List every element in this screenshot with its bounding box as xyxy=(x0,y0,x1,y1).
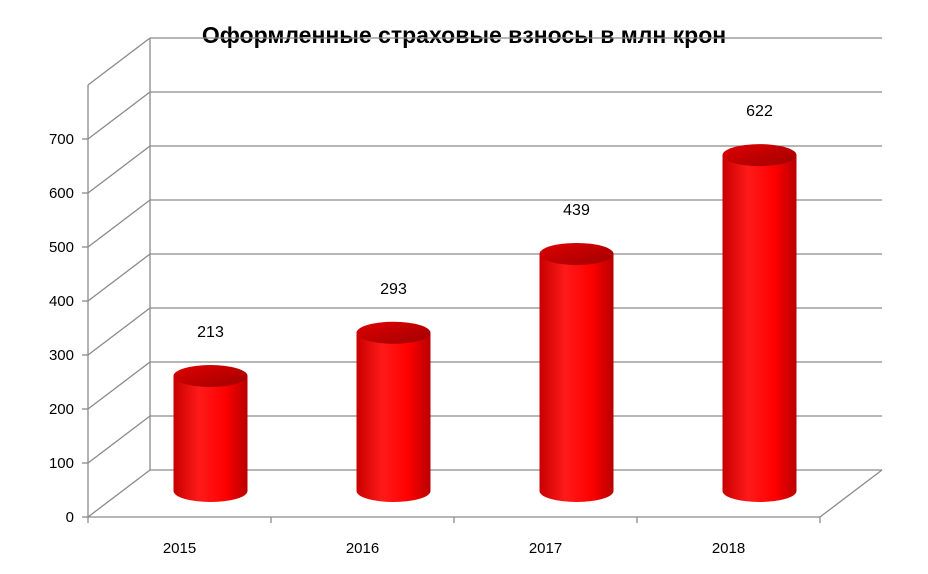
y-tick-label: 600 xyxy=(49,185,74,202)
y-tick-label: 200 xyxy=(49,401,74,418)
x-tick-label: 2016 xyxy=(346,540,379,557)
bars xyxy=(173,144,797,502)
x-tick-label: 2017 xyxy=(529,540,562,557)
x-tick-label: 2018 xyxy=(712,540,745,557)
gridline xyxy=(87,91,882,140)
data-label: 439 xyxy=(563,202,590,219)
bar xyxy=(356,321,431,502)
y-tick-label: 300 xyxy=(49,347,74,364)
axes xyxy=(82,38,883,523)
chart-title: Оформленные страховые взносы в млн крон xyxy=(201,22,727,48)
gridline xyxy=(87,37,151,86)
bar xyxy=(539,242,614,502)
x-tick-label: 2015 xyxy=(163,540,196,557)
y-tick-label: 100 xyxy=(49,455,74,472)
data-label: 622 xyxy=(746,103,773,120)
data-label: 293 xyxy=(380,281,407,298)
y-tick-label: 400 xyxy=(49,293,74,310)
bar xyxy=(173,364,248,502)
y-tick-label: 700 xyxy=(49,131,74,148)
data-label: 213 xyxy=(197,324,224,341)
y-tick-label: 0 xyxy=(66,509,74,526)
bar xyxy=(722,144,797,502)
y-tick-label: 500 xyxy=(49,239,74,256)
labels: 0 100 200 300 400 500 600 700 213 2015 293 2016 439 2… xyxy=(49,103,773,557)
